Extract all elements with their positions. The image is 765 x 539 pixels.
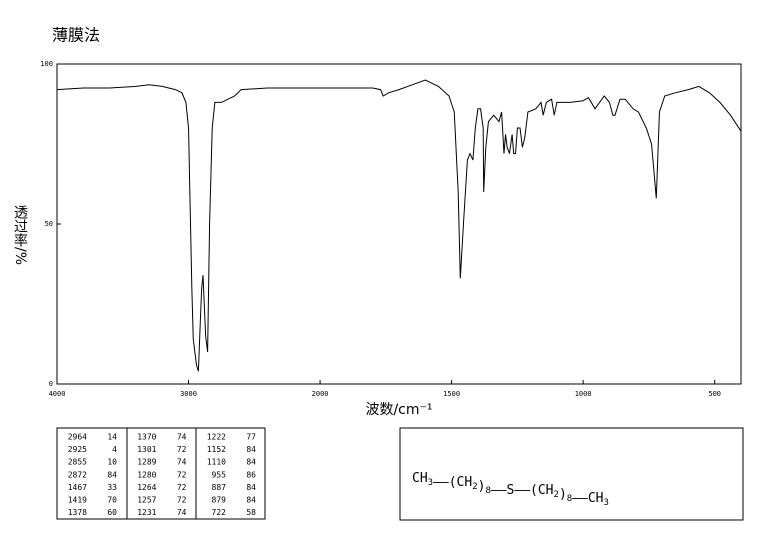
repeat-unit-sub: 2: [472, 482, 477, 492]
bond: ——: [433, 475, 449, 490]
peak-transmittance: 72: [177, 496, 187, 505]
repeat-close: ): [559, 487, 567, 502]
peak-wavenumber: 1370: [137, 433, 156, 442]
y-axis-label: 透过率/%: [12, 205, 28, 265]
end-group-sub: 3: [428, 478, 433, 488]
peak-transmittance: 74: [177, 433, 187, 442]
spectrum-line: [56, 79, 742, 372]
y-tick-label: 0: [49, 380, 53, 388]
peak-wavenumber: 955: [212, 470, 227, 479]
peak-wavenumber: 1231: [137, 508, 156, 517]
x-tick-label: 2000: [312, 390, 329, 398]
repeat-unit: (CH: [449, 475, 472, 490]
peak-transmittance: 84: [107, 470, 117, 479]
peak-transmittance: 84: [246, 496, 256, 505]
structure-formula: CH3——(CH2)8——S——(CH2)8——CH3: [412, 471, 609, 508]
peak-transmittance: 74: [177, 458, 187, 467]
page-title: 薄膜法: [52, 26, 100, 45]
peak-wavenumber: 887: [212, 483, 227, 492]
peak-wavenumber: 2925: [68, 445, 87, 454]
peak-wavenumber: 1257: [137, 496, 156, 505]
repeat-unit: (CH: [530, 483, 553, 498]
bond: ——: [491, 483, 507, 498]
peak-transmittance: 72: [177, 470, 187, 479]
repeat-close: ): [478, 479, 486, 494]
x-tick-label: 500: [708, 390, 721, 398]
peak-wavenumber: 1152: [207, 445, 226, 454]
peak-wavenumber: 2964: [68, 433, 87, 442]
peak-wavenumber: 1222: [207, 433, 226, 442]
x-tick-label: 4000: [49, 390, 66, 398]
peak-transmittance: 74: [177, 508, 187, 517]
peak-transmittance: 77: [246, 433, 256, 442]
peak-transmittance: 84: [246, 483, 256, 492]
peak-transmittance: 4: [112, 445, 117, 454]
peak-wavenumber: 1280: [137, 470, 156, 479]
peak-transmittance: 14: [107, 433, 117, 442]
peak-wavenumber: 879: [212, 496, 227, 505]
peak-transmittance: 33: [107, 483, 117, 492]
peak-transmittance: 10: [107, 458, 117, 467]
end-group: CH: [412, 471, 428, 486]
peak-wavenumber: 2872: [68, 470, 87, 479]
peak-wavenumber: 1110: [207, 458, 226, 467]
peak-transmittance: 58: [246, 508, 256, 517]
peak-wavenumber: 2855: [68, 458, 87, 467]
bond: ——: [572, 491, 588, 506]
bond: ——: [514, 483, 530, 498]
structure-box: [399, 427, 744, 521]
peak-wavenumber: 1467: [68, 483, 87, 492]
peak-transmittance: 72: [177, 483, 187, 492]
peak-transmittance: 72: [177, 445, 187, 454]
peak-wavenumber: 722: [212, 508, 227, 517]
y-tick-label: 100: [40, 60, 53, 68]
repeat-count: 8: [485, 486, 490, 496]
repeat-unit-sub: 2: [554, 490, 559, 500]
end-group: CH: [588, 491, 604, 506]
peak-wavenumber: 1378: [68, 508, 87, 517]
end-group-sub: 3: [604, 498, 609, 508]
x-tick-label: 1500: [443, 390, 460, 398]
sulfur-atom: S: [507, 483, 515, 498]
x-axis-label: 波数/cm⁻¹: [365, 402, 432, 418]
peak-transmittance: 84: [246, 458, 256, 467]
peak-transmittance: 84: [246, 445, 256, 454]
x-tick-label: 3000: [180, 390, 197, 398]
peak-transmittance: 60: [107, 508, 117, 517]
x-tick-label: 1000: [575, 390, 592, 398]
peak-wavenumber: 1419: [68, 496, 87, 505]
repeat-count: 8: [567, 494, 572, 504]
peak-wavenumber: 1301: [137, 445, 156, 454]
peak-wavenumber: 1289: [137, 458, 156, 467]
y-tick-label: 50: [45, 220, 53, 228]
peak-transmittance: 70: [107, 496, 117, 505]
peak-table-box: [56, 427, 266, 520]
peak-wavenumber: 1264: [137, 483, 156, 492]
peak-transmittance: 86: [246, 470, 256, 479]
